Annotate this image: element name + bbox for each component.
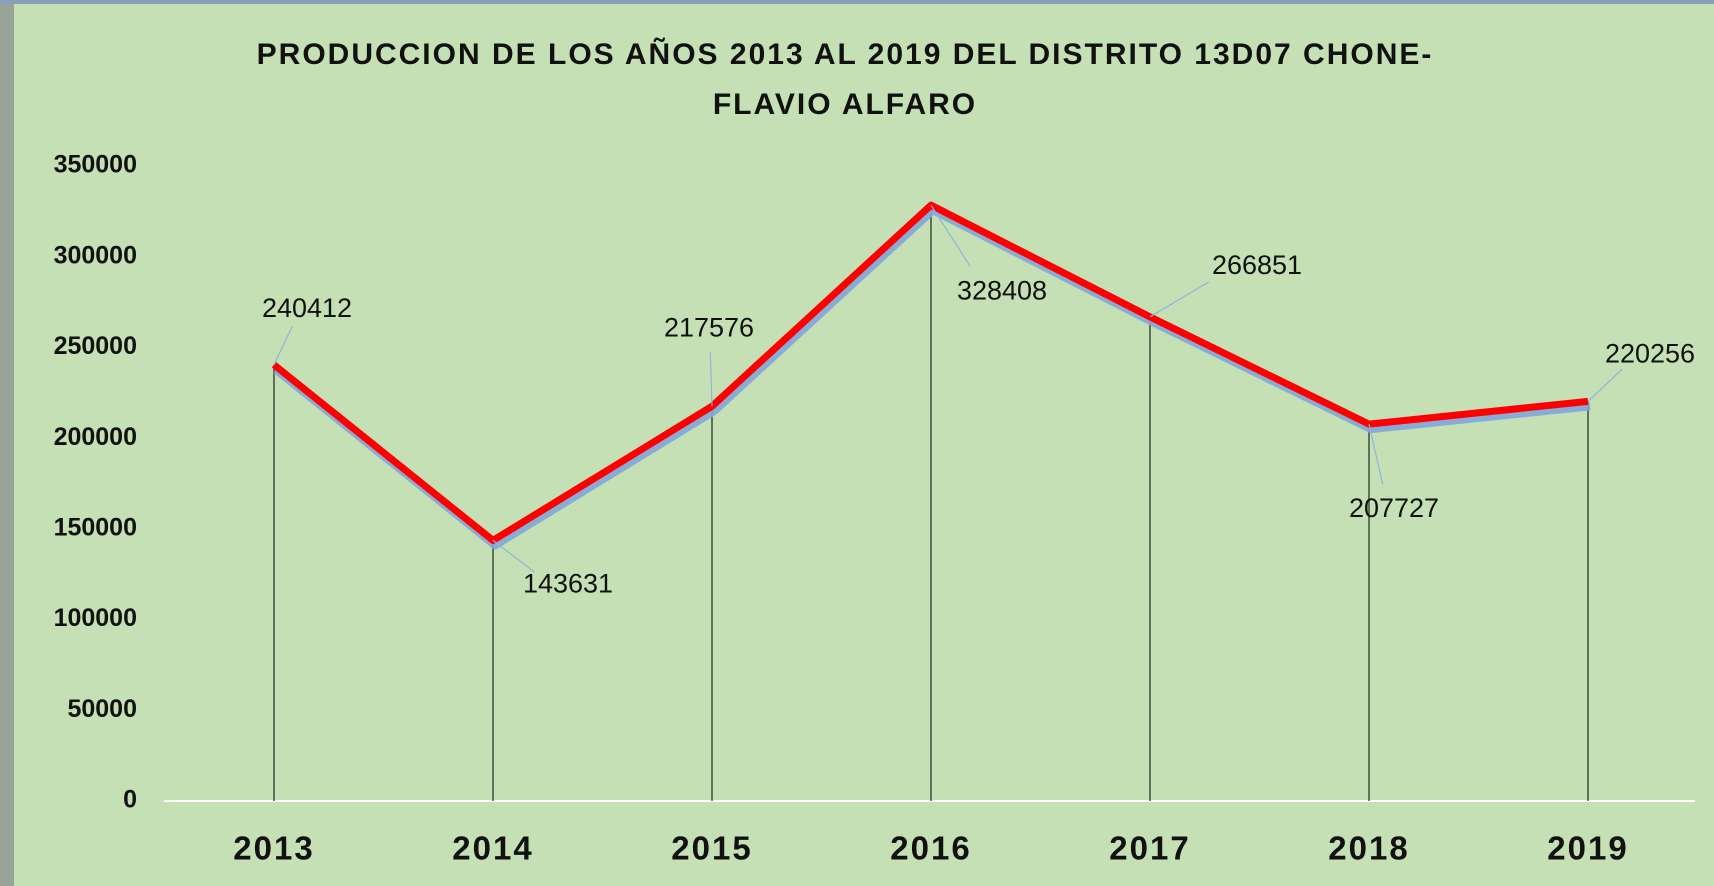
leader-line [930,204,971,267]
line-shadow [273,206,1591,550]
x-tick-label: 2019 [1547,830,1628,867]
data-label: 220256 [1605,339,1695,369]
x-tick-label: 2017 [1109,830,1190,867]
data-label: 143631 [523,569,613,599]
leader-line [1587,368,1623,402]
y-tick-label: 0 [123,786,137,814]
leader-line [492,539,535,573]
left-edge [0,0,14,886]
x-tick-label: 2014 [452,830,533,867]
title-box: PRODUCCION DE LOS AÑOS 2013 AL 2019 DEL … [256,38,1434,121]
data-label: 266851 [1212,250,1302,280]
y-tick-label: 250000 [54,332,137,360]
chart-title: PRODUCCION DE LOS AÑOS 2013 AL 2019 DEL … [256,38,1434,121]
leader-line [273,326,293,366]
x-tick-label: 2016 [890,830,971,867]
y-tick-label: 200000 [54,423,137,451]
y-tick-label: 350000 [54,151,137,179]
data-label: 328408 [957,275,1047,305]
y-tick-label: 50000 [67,695,137,723]
y-tick-label: 100000 [54,604,137,632]
y-tick-label: 300000 [54,241,137,269]
top-edge [0,0,1714,4]
data-label: 240412 [262,293,352,323]
x-tick-label: 2013 [233,830,314,867]
x-tick-label: 2018 [1328,830,1409,867]
leader-line [709,352,713,407]
leader-line [1368,423,1384,485]
y-tick-label: 150000 [54,513,137,541]
leader-line [1149,281,1210,318]
x-tick-label: 2015 [671,830,752,867]
data-label: 207727 [1349,493,1439,523]
data-label: 217576 [664,312,754,342]
